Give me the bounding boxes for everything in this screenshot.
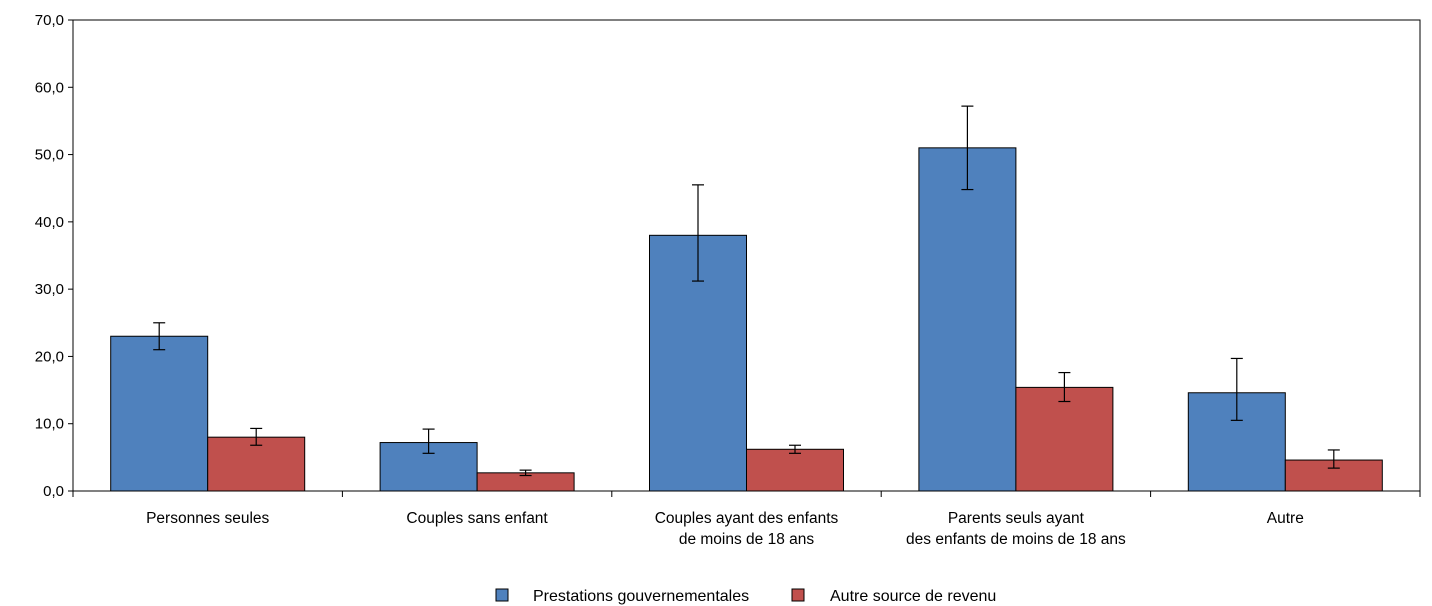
bar-prestations: [110, 335, 209, 492]
x-category-label: Couples sans enfant: [406, 510, 548, 527]
bar-prestations: [918, 147, 1017, 492]
x-category-label: Couples ayant des enfants: [655, 510, 839, 527]
x-category-label: de moins de 18 ans: [679, 531, 815, 548]
y-tick-label: 0,0: [43, 483, 64, 500]
y-tick-label: 40,0: [35, 214, 64, 231]
x-category-label: des enfants de moins de 18 ans: [906, 531, 1126, 548]
error-bars: [153, 105, 1340, 477]
bar-autre-source: [746, 448, 844, 492]
legend: Prestations gouvernementales Autre source…: [495, 588, 996, 605]
y-tick-label: 10,0: [35, 416, 64, 433]
legend-swatch-autre-source: [791, 588, 805, 602]
y-tick-label: 60,0: [35, 79, 64, 96]
x-axis: Personnes seules Couples sans enfant Coupl…: [72, 491, 1421, 548]
y-tick-label: 70,0: [35, 12, 64, 29]
y-axis: 0,0 10,0 20,0 30,0 40,0 50,0 60,0 70,0: [35, 12, 73, 500]
y-tick-label: 30,0: [35, 281, 64, 298]
x-category-label: Autre: [1267, 510, 1304, 527]
y-tick-label: 20,0: [35, 348, 64, 365]
bar-autre-source: [207, 436, 306, 492]
bars: [110, 147, 1383, 492]
bar-autre-source: [1015, 386, 1114, 492]
legend-swatch-prestations: [495, 588, 509, 602]
legend-label-autre-source: Autre source de revenu: [830, 588, 996, 605]
x-category-label: Parents seuls ayant: [948, 510, 1085, 527]
x-category-label: Personnes seules: [146, 510, 269, 527]
legend-label-prestations: Prestations gouvernementales: [533, 588, 749, 605]
y-tick-label: 50,0: [35, 147, 64, 164]
